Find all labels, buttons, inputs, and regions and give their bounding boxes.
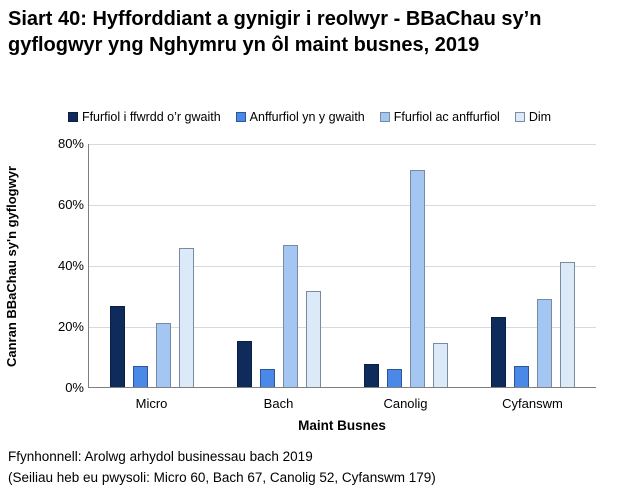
- bar: [283, 245, 299, 387]
- y-tick-label: 80%: [57, 136, 84, 151]
- y-tick-label: 60%: [57, 197, 84, 212]
- y-tick-label: 0%: [65, 380, 84, 395]
- bar-group-bach: [216, 144, 343, 387]
- bar: [386, 368, 402, 387]
- bar: [363, 364, 379, 387]
- base-note: (Seiliau heb eu pwysoli: Micro 60, Bach …: [8, 470, 436, 485]
- bar-groups: [89, 144, 596, 387]
- bar: [513, 365, 529, 387]
- legend-swatch-icon: [67, 112, 78, 122]
- x-tick-label: Micro: [135, 396, 168, 411]
- bar: [110, 306, 126, 387]
- x-tick-label: Cyfanswm: [502, 396, 563, 411]
- bar: [409, 170, 425, 387]
- bar: [260, 368, 276, 387]
- legend-item-0: Ffurfiol i ffwrdd o’r gwaith: [67, 110, 221, 124]
- legend-item-3: Dim: [514, 110, 552, 124]
- gridline: [89, 327, 596, 328]
- bar: [306, 290, 322, 387]
- x-axis-title: Maint Busnes: [298, 418, 386, 433]
- legend-label: Dim: [528, 110, 552, 124]
- bar: [559, 261, 575, 387]
- legend-swatch-icon: [379, 112, 390, 122]
- source-note: Ffynhonnell: Arolwg arhydol businessau b…: [8, 449, 313, 464]
- x-axis-ticks: Micro Bach Canolig Cyfanswm: [88, 396, 596, 411]
- gridline: [89, 266, 596, 267]
- y-axis-ticks: 0% 20% 40% 60% 80%: [0, 136, 84, 395]
- footer-notes: Ffynhonnell: Arolwg arhydol businessau b…: [8, 446, 436, 488]
- bar: [133, 365, 149, 387]
- y-tick-label: 20%: [57, 319, 84, 334]
- bar: [432, 342, 448, 387]
- chart-title: Siart 40: Hyfforddiant a gynigir i reolw…: [8, 8, 542, 56]
- bar: [156, 322, 172, 387]
- legend: Ffurfiol i ffwrdd o’r gwaith Anffurfiol y…: [0, 110, 619, 124]
- plot-area: [88, 144, 596, 388]
- bar: [237, 341, 253, 387]
- y-tick-label: 40%: [57, 258, 84, 273]
- legend-label: Ffurfiol i ffwrdd o’r gwaith: [81, 110, 221, 124]
- x-tick-label: Bach: [263, 396, 294, 411]
- legend-swatch-icon: [514, 112, 525, 122]
- gridline: [89, 205, 596, 206]
- chart-area: Canran BBaChau sy'n gyflogwyr 0% 20% 40% 60…: [0, 136, 619, 395]
- bar: [490, 316, 506, 387]
- legend-item-1: Anffurfiol yn y gwaith: [235, 110, 365, 124]
- legend-label: Ffurfiol ac anffurfiol: [393, 110, 500, 124]
- legend-label: Anffurfiol yn y gwaith: [249, 110, 365, 124]
- gridline: [89, 144, 596, 145]
- bar: [536, 298, 552, 387]
- bar: [179, 248, 195, 387]
- bar-group-cyfanswm: [469, 144, 596, 387]
- legend-swatch-icon: [235, 112, 246, 122]
- legend-item-2: Ffurfiol ac anffurfiol: [379, 110, 500, 124]
- bar-group-micro: [89, 144, 216, 387]
- bar-group-canolig: [343, 144, 470, 387]
- x-tick-label: Canolig: [383, 396, 428, 411]
